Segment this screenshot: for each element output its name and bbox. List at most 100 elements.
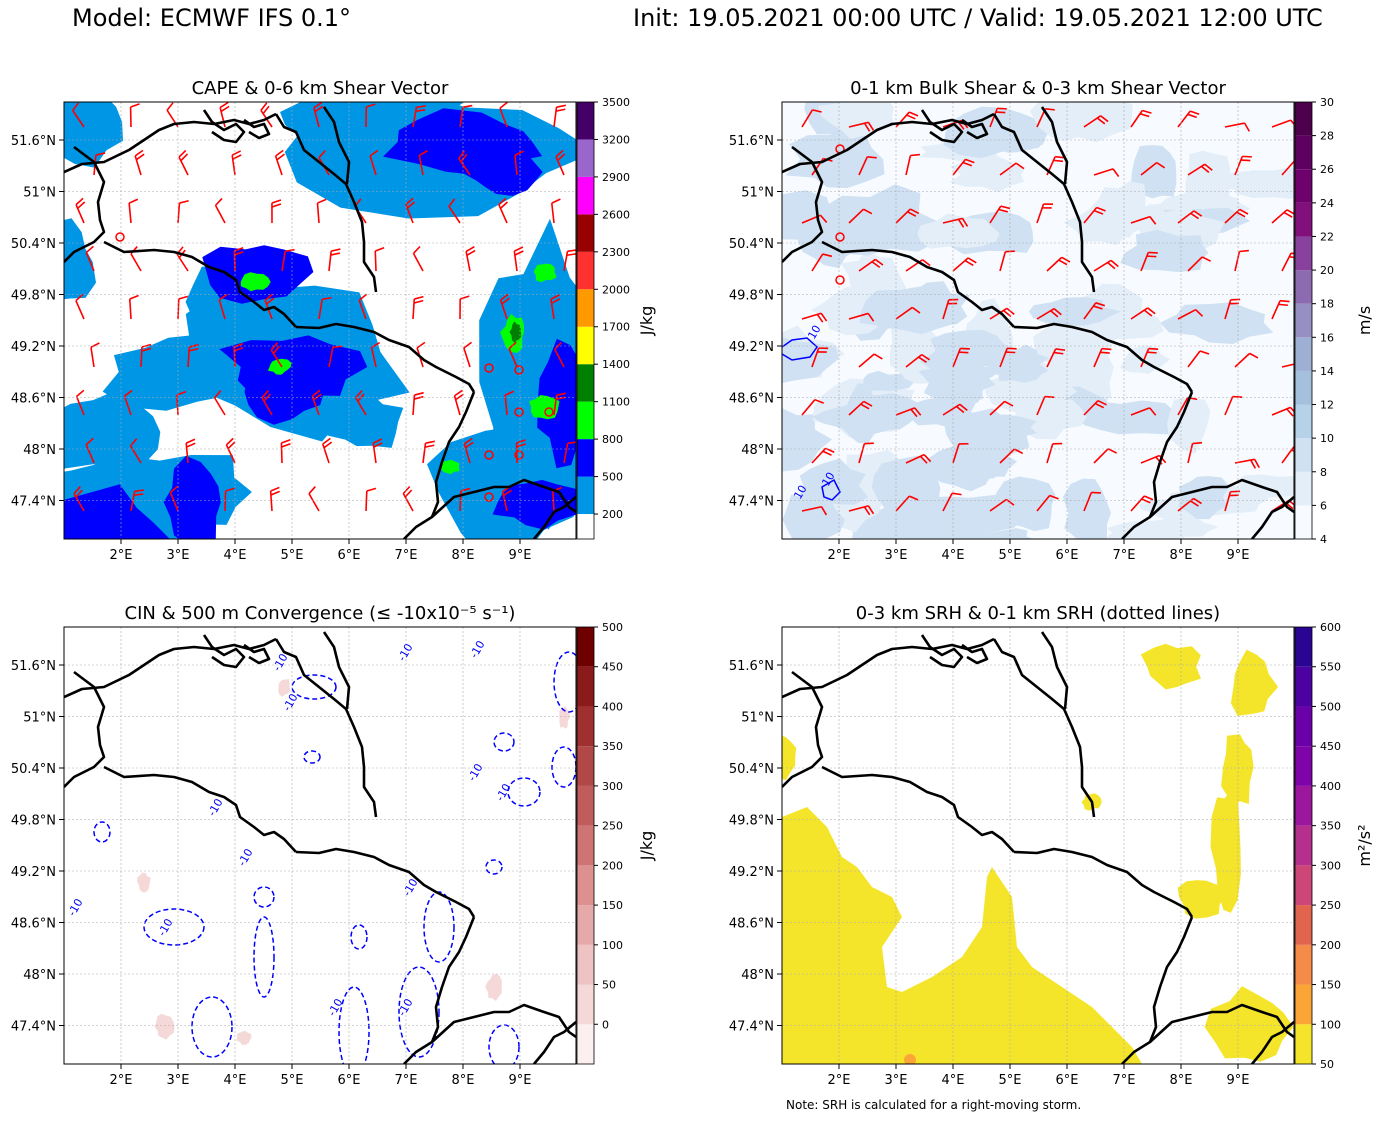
srh-note: Note: SRH is calculated for a right-movi… (786, 1098, 1082, 1112)
x-tick-label: 8°E (452, 548, 475, 563)
wind-barb-flag (406, 201, 416, 209)
wind-barb-flag (513, 246, 524, 252)
wind-barb-flag (1291, 449, 1294, 452)
shear-vector-barb (224, 490, 227, 512)
wind-barb-flag (1053, 308, 1062, 316)
x-tick-label: 5°E (281, 1073, 304, 1088)
x-tick-label: 7°E (1113, 548, 1136, 563)
map-panel-0: 2°E 3°E 4°E 5°E 6°E 7°E 8°E 9°E 51.6°N 51°N 50.4°N… (11, 101, 577, 563)
wind-barb-flag (425, 440, 435, 444)
wind-barb-flag (1095, 302, 1106, 307)
srh-fill-region-100 (904, 1054, 916, 1064)
shear-vector-barb (801, 109, 814, 128)
colorbar-tick-label: 18 (1320, 298, 1334, 311)
colorbar-segment (1295, 1024, 1312, 1064)
wind-barb-flag (1193, 497, 1202, 505)
colorbar-tick-label: 50 (602, 979, 616, 992)
wind-barb-flag (909, 495, 919, 501)
wind-barb-flag (1094, 402, 1105, 409)
y-tick-label: 49.8°N (729, 814, 774, 829)
shear-vector-barb (848, 208, 865, 224)
wind-barb-flag (355, 390, 363, 399)
wind-barb-flag (85, 245, 94, 254)
x-tick-label: 6°E (1056, 548, 1079, 563)
wind-barb-flag (1193, 210, 1203, 217)
cape-contour-800 (267, 358, 292, 375)
wind-barb-flag (270, 490, 280, 496)
wind-barb-flag (957, 218, 965, 228)
y-tick-label: 48°N (23, 443, 56, 458)
wind-barb-flag (332, 345, 343, 349)
shear-vector-barb (1281, 160, 1294, 176)
country-border (431, 478, 576, 518)
country-border (1251, 1021, 1294, 1064)
colorbar-segment (1295, 984, 1312, 1025)
wind-barb-flag (129, 438, 138, 447)
y-tick-label: 51°N (23, 186, 56, 201)
wind-barb-flag (358, 293, 368, 301)
storm-marker (835, 232, 845, 242)
country-border (782, 145, 824, 263)
wind-barb-flag (860, 403, 870, 410)
colorbar-segment (1295, 202, 1312, 237)
wind-barb-flag (822, 450, 832, 456)
cin-contour (278, 678, 291, 697)
wind-barb-flag (1141, 498, 1151, 504)
country-border (1149, 478, 1294, 518)
wind-barb-flag (503, 489, 512, 497)
wind-barb-flag (141, 343, 152, 348)
colorbar-tick-label: 1400 (602, 358, 630, 371)
wind-barb-flag (914, 407, 922, 416)
convergence-contour (143, 908, 205, 946)
cin-contour (236, 1030, 252, 1045)
colorbar-1: 4 6 8 10 12 14 16 18 20 22 24 26 28 30 m/s (1294, 96, 1374, 546)
wind-barb-flag (567, 441, 576, 445)
colorbar-tick-label: 300 (1320, 859, 1341, 872)
wind-barb-flag (72, 102, 80, 111)
wind-barb-flag (416, 341, 426, 349)
colorbar-tick-label: 20 (1320, 264, 1334, 277)
wind-barb-flag (415, 109, 426, 113)
colorbar-segment (577, 865, 594, 906)
shear-contour (782, 494, 845, 539)
shear-vector-barb (1234, 352, 1251, 368)
wind-barb-flag (372, 438, 383, 444)
wind-barb-flag (214, 197, 223, 206)
shear-vector-barb (280, 442, 283, 464)
shear-contour (917, 213, 1000, 249)
shear-vector-barb (1187, 350, 1201, 368)
wind-barb-flag (90, 342, 100, 348)
wind-barb-flag (454, 389, 463, 397)
convergence-contour (507, 777, 541, 807)
wind-barb-flag (232, 154, 242, 160)
colorbar-tick-label: 28 (1320, 130, 1334, 143)
y-tick-label: 51°N (741, 186, 774, 201)
shear-vector-barb (1224, 122, 1245, 128)
shear-vector-barb (1187, 443, 1194, 464)
x-tick-label: 4°E (942, 548, 965, 563)
cape-contour-800 (240, 272, 271, 292)
wind-barb-flag (1091, 491, 1101, 494)
convergence-contour (93, 821, 111, 843)
wind-barb-flag (1190, 500, 1199, 507)
shear-vector-barb (499, 107, 508, 128)
wind-barb-flag (814, 398, 824, 404)
country-border (295, 322, 476, 393)
country-border (992, 113, 1096, 293)
colorbar-tick-label: 200 (602, 508, 623, 521)
shear-vector-barb (418, 155, 424, 176)
x-tick-label: 5°E (281, 548, 304, 563)
wind-barb-flag (1278, 303, 1288, 307)
colorbar-tick-label: 22 (1320, 230, 1334, 243)
figure-title-times: Init: 19.05.2021 00:00 UTC / Valid: 19.0… (633, 4, 1323, 32)
shear-vector-barb (358, 299, 367, 320)
cin-contour (485, 973, 502, 1002)
shear-vector-barb (801, 399, 816, 416)
wind-barb-flag (220, 105, 230, 113)
country-border (202, 634, 246, 669)
wind-barb-flag (1000, 205, 1011, 210)
wind-barb-flag (1239, 208, 1249, 215)
wind-barb-flag (812, 109, 822, 113)
colorbar-segment (577, 102, 594, 140)
wind-barb-flag (416, 105, 426, 109)
